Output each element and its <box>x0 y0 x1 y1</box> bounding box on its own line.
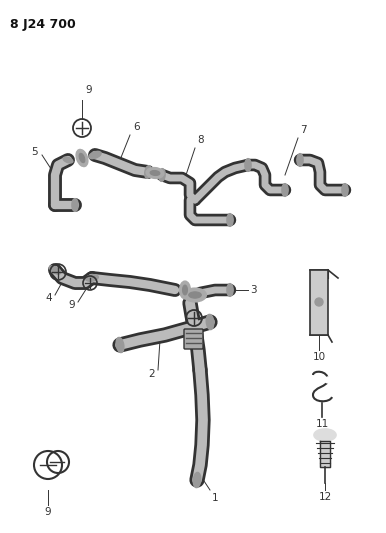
Ellipse shape <box>72 199 78 211</box>
Text: 4: 4 <box>46 293 52 303</box>
Text: 3: 3 <box>250 285 257 295</box>
Ellipse shape <box>49 266 61 274</box>
Ellipse shape <box>89 151 101 158</box>
Text: 8 J24 700: 8 J24 700 <box>10 18 76 31</box>
Ellipse shape <box>145 166 151 178</box>
Ellipse shape <box>159 169 165 181</box>
Ellipse shape <box>63 157 73 163</box>
Ellipse shape <box>193 473 201 488</box>
Ellipse shape <box>227 214 233 226</box>
Circle shape <box>325 377 331 383</box>
Ellipse shape <box>180 281 190 299</box>
Circle shape <box>315 298 323 306</box>
Text: 10: 10 <box>312 352 325 362</box>
Polygon shape <box>320 441 330 467</box>
Text: 9: 9 <box>68 300 75 310</box>
Ellipse shape <box>297 154 303 166</box>
Ellipse shape <box>282 184 288 196</box>
Text: 8: 8 <box>197 135 204 145</box>
Text: 7: 7 <box>300 125 306 135</box>
Text: 9: 9 <box>45 507 51 517</box>
Ellipse shape <box>184 288 206 302</box>
Text: 11: 11 <box>315 419 328 429</box>
FancyBboxPatch shape <box>184 329 203 349</box>
Ellipse shape <box>227 284 233 296</box>
Ellipse shape <box>146 168 164 178</box>
Ellipse shape <box>86 275 98 281</box>
Ellipse shape <box>342 184 348 196</box>
Ellipse shape <box>79 154 85 163</box>
Text: 2: 2 <box>148 369 155 379</box>
Ellipse shape <box>116 337 124 352</box>
Text: 6: 6 <box>133 122 140 132</box>
Ellipse shape <box>150 171 160 175</box>
FancyBboxPatch shape <box>310 270 328 335</box>
Text: 1: 1 <box>212 493 218 503</box>
Ellipse shape <box>76 150 88 166</box>
Ellipse shape <box>207 314 213 329</box>
Text: 5: 5 <box>31 147 38 157</box>
Ellipse shape <box>314 429 336 441</box>
Text: 9: 9 <box>85 85 91 95</box>
Text: 12: 12 <box>318 492 332 502</box>
Ellipse shape <box>245 159 251 171</box>
Ellipse shape <box>183 285 188 295</box>
Ellipse shape <box>189 292 201 298</box>
